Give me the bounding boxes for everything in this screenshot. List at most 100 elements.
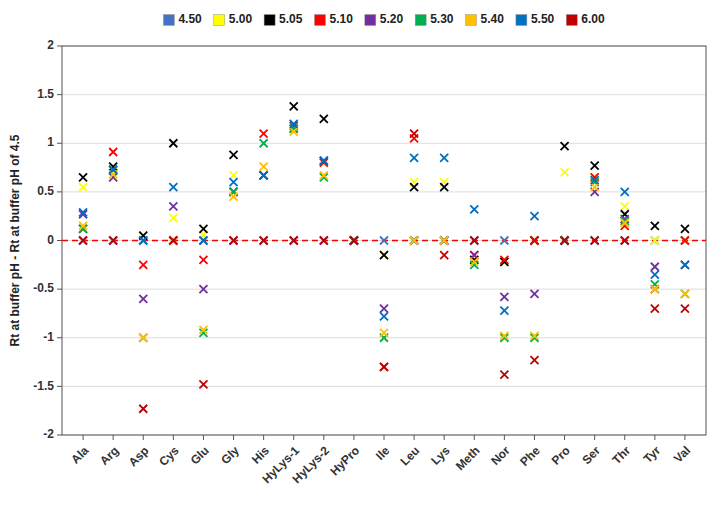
- point: [139, 237, 147, 245]
- legend-label: 5.30: [430, 12, 454, 26]
- point: [260, 171, 268, 179]
- point: [79, 222, 87, 230]
- point: [651, 285, 659, 293]
- legend-label: 6.00: [581, 12, 605, 26]
- x-tick: [384, 435, 385, 440]
- point: [470, 237, 478, 245]
- x-tick: [564, 435, 565, 440]
- point: [651, 237, 659, 245]
- x-tick: [233, 435, 234, 440]
- point: [260, 130, 268, 138]
- point: [410, 237, 418, 245]
- point: [561, 237, 569, 245]
- x-tick-label: Arg: [97, 443, 122, 468]
- point: [651, 305, 659, 313]
- point: [139, 237, 147, 245]
- legend-swatch: [415, 15, 426, 26]
- series: [79, 237, 689, 245]
- point: [350, 237, 358, 245]
- y-tick: [57, 386, 62, 387]
- grid-line: [62, 289, 706, 290]
- series: [79, 102, 689, 266]
- point: [380, 251, 388, 259]
- point: [651, 237, 659, 245]
- x-tick-label: Thr: [610, 443, 634, 467]
- point: [681, 261, 689, 269]
- point: [410, 130, 418, 138]
- point: [561, 237, 569, 245]
- point: [681, 225, 689, 233]
- series: [79, 130, 689, 413]
- legend-item: 5.50: [516, 12, 555, 26]
- x-tick: [414, 435, 415, 440]
- point: [199, 256, 207, 264]
- y-axis-label: Rt at buffer pH - Rt at buffer pH of 4.5: [8, 134, 22, 346]
- point: [79, 208, 87, 216]
- x-tick: [684, 435, 685, 440]
- x-tick: [293, 435, 294, 440]
- point: [621, 219, 629, 227]
- point: [169, 237, 177, 245]
- legend-item: 4.50: [163, 12, 202, 26]
- point: [320, 115, 328, 123]
- point: [530, 212, 538, 220]
- x-tick-label: Ile: [373, 443, 393, 463]
- x-tick-label: Ser: [579, 443, 603, 467]
- x-tick-label: His: [249, 443, 272, 466]
- grid-line: [62, 143, 706, 144]
- point: [681, 290, 689, 298]
- point: [169, 237, 177, 245]
- point: [681, 261, 689, 269]
- point: [230, 151, 238, 159]
- point: [320, 157, 328, 165]
- point: [169, 183, 177, 191]
- point: [260, 171, 268, 179]
- point: [109, 237, 117, 245]
- y-tick-label: -0.5: [33, 281, 54, 295]
- point: [320, 171, 328, 179]
- point: [260, 139, 268, 147]
- point: [79, 173, 87, 181]
- point: [79, 237, 87, 245]
- point: [500, 307, 508, 315]
- grid-line: [62, 191, 706, 192]
- point: [260, 171, 268, 179]
- point: [139, 334, 147, 342]
- point: [139, 405, 147, 413]
- axes: -2-1.5-1-0.500.511.52AlaArgAspCysGluGlyH…: [33, 38, 706, 486]
- point: [530, 237, 538, 245]
- legend-label: 4.50: [178, 12, 202, 26]
- legend-label: 5.00: [229, 12, 253, 26]
- grid: [62, 46, 706, 435]
- y-tick-label: 2: [47, 38, 54, 52]
- point: [470, 237, 478, 245]
- point: [350, 237, 358, 245]
- point: [350, 237, 358, 245]
- point: [651, 263, 659, 271]
- point: [530, 332, 538, 340]
- legend-swatch: [516, 15, 527, 26]
- point: [440, 237, 448, 245]
- legend-swatch: [264, 15, 275, 26]
- point: [230, 237, 238, 245]
- y-tick: [57, 240, 62, 241]
- point: [410, 237, 418, 245]
- point: [380, 363, 388, 371]
- point: [500, 293, 508, 301]
- x-tick: [624, 435, 625, 440]
- point: [169, 202, 177, 210]
- point: [561, 237, 569, 245]
- point: [440, 237, 448, 245]
- legend-label: 5.50: [531, 12, 555, 26]
- point: [380, 237, 388, 245]
- legend-swatch: [466, 15, 477, 26]
- point: [530, 237, 538, 245]
- series: [79, 128, 689, 342]
- x-tick-label: Phe: [517, 443, 543, 469]
- x-tick: [534, 435, 535, 440]
- point: [109, 148, 117, 156]
- x-tick-label: Tyr: [641, 443, 664, 466]
- legend-item: 5.05: [264, 12, 303, 26]
- point: [681, 290, 689, 298]
- point: [410, 154, 418, 162]
